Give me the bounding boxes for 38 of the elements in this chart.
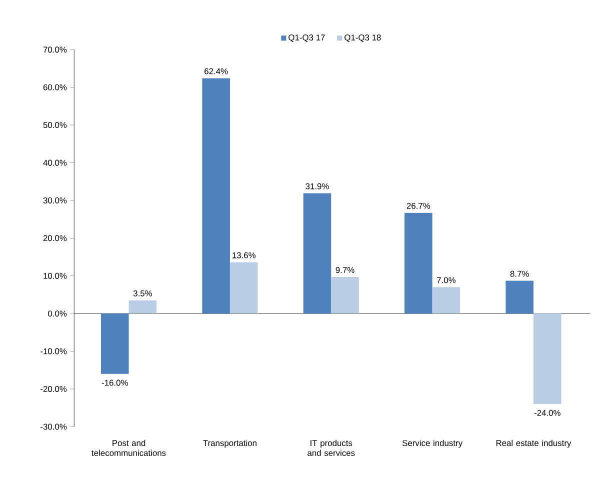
bar <box>506 280 534 314</box>
legend-label: Q1-Q3 17 <box>288 34 325 42</box>
x-tick-label: Real estate industry <box>496 440 572 448</box>
legend-label: Q1-Q3 18 <box>344 34 381 42</box>
data-label: 3.5% <box>133 290 152 296</box>
data-label: -16.0% <box>102 380 128 386</box>
data-label: 26.7% <box>406 202 430 209</box>
y-tick-label: 60.0% <box>43 84 67 90</box>
data-label: 62.4% <box>204 68 228 74</box>
y-tick-label: -30.0% <box>40 424 67 430</box>
bar <box>404 212 432 314</box>
data-label: 7.0% <box>437 277 456 284</box>
y-tick-label: 70.0% <box>43 46 67 52</box>
bar <box>303 193 332 314</box>
y-tick-label: 30.0% <box>43 197 67 204</box>
data-label: 9.7% <box>336 266 354 273</box>
x-tick-label: Post and telecommunications <box>92 440 166 456</box>
bar <box>331 276 359 314</box>
y-tick-label: 20.0% <box>43 235 67 242</box>
x-tick-label: Service industry <box>402 440 463 448</box>
bar <box>432 287 460 314</box>
bar <box>533 313 562 404</box>
y-tick-label: -10.0% <box>40 348 67 354</box>
y-tick-label: 50.0% <box>43 122 67 128</box>
x-tick-label: Transportation <box>203 440 256 448</box>
data-label: 13.6% <box>232 252 256 258</box>
data-label: 8.7% <box>510 270 529 277</box>
data-label: -24.0% <box>534 410 560 416</box>
bar <box>202 78 230 314</box>
y-tick-label: 10.0% <box>44 272 67 279</box>
bar <box>230 262 258 314</box>
y-tick-label: -20.0% <box>40 386 67 392</box>
bar <box>128 300 157 314</box>
data-label: 31.9% <box>306 183 329 190</box>
y-tick-label: 0.0% <box>48 310 67 316</box>
y-tick-label: 40.0% <box>43 160 67 166</box>
x-tick-label: IT products and services <box>308 440 355 456</box>
bar <box>101 313 129 374</box>
